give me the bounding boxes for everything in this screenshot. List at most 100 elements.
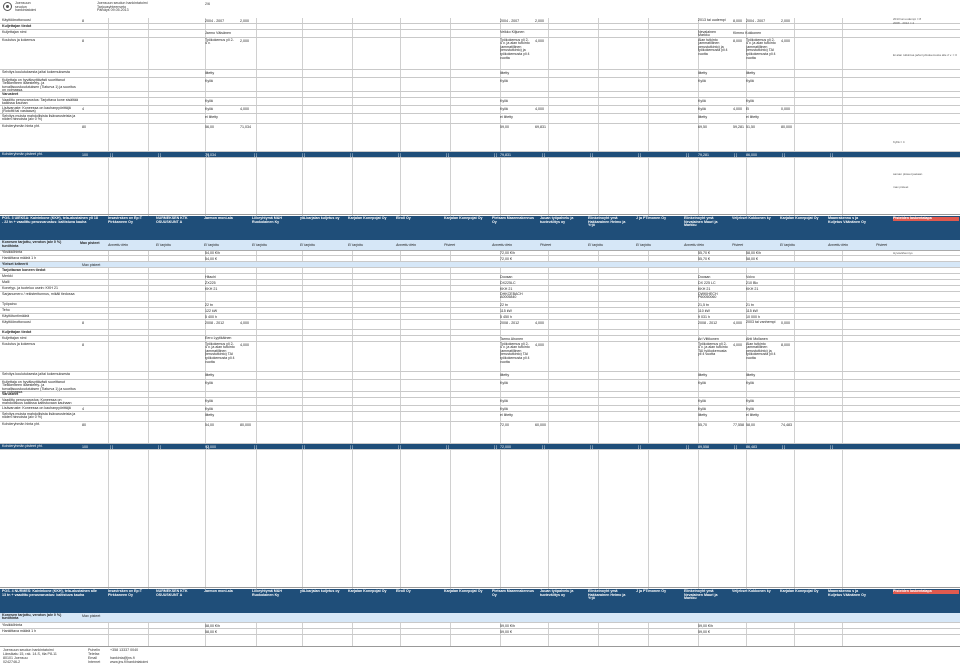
row-label: Tarjottavan koneen tiedot xyxy=(2,267,46,272)
supplier-name: Maanrakennu s ja Kuljetus Väänänen Oy xyxy=(828,589,866,597)
supplier-name: Liikeyhtymä M&H Ruokolainen Ky xyxy=(252,216,282,224)
cell-value: 0,000 xyxy=(781,106,790,111)
cell-value: Ahti Mollanen xyxy=(746,336,768,341)
supplier-name: NURMEKSEN KTK OSUUSKUNT A xyxy=(156,216,188,224)
cell-value: Alan tutkinto (ammatillinen perustutkint… xyxy=(746,341,776,360)
cell-value: Kyllä xyxy=(698,78,706,83)
column-divider xyxy=(352,18,353,646)
column-divider xyxy=(746,18,747,646)
row-label: Teho xyxy=(2,307,10,312)
rank-bracket: [ ] xyxy=(734,152,737,157)
cell-value: liitetty xyxy=(205,412,215,417)
table-row: Lisävaruste: Koneessa on kauhanpyörittäj… xyxy=(0,106,960,114)
rank-bracket: [ ] xyxy=(734,444,737,449)
row-label: Yleiset kriteerit xyxy=(2,261,28,266)
table-row: Selvitys muista mahdollisista lisävarust… xyxy=(0,412,960,422)
table-row: Vaadittu perusvarustus: Tarjottava kone … xyxy=(0,98,960,106)
table-row: Tarjottavan koneen tiedot xyxy=(0,268,960,274)
price-status: Ei tarjottu xyxy=(156,243,172,247)
cell-value: 58,00 € xyxy=(746,256,758,261)
row-label: Kohderyhmän hinta yht. xyxy=(2,123,40,128)
row-label: Merkki xyxy=(2,273,13,278)
column-divider xyxy=(698,18,699,646)
supplier-name: Veljekset Kokkonen ky xyxy=(732,216,771,220)
cell-value: 72,000 xyxy=(500,444,511,449)
org-line: seudun xyxy=(15,4,27,9)
supplier-name: ylä-karjalan kuljetus oy xyxy=(300,216,340,220)
price-status: Ei tarjottu xyxy=(636,243,652,247)
supplier-name: Karjalan Konepojat Oy xyxy=(444,216,483,220)
cell-value: ei liitetty xyxy=(205,114,218,119)
cell-value: Kyllä xyxy=(698,398,706,403)
cell-value: DHKCEBACH A0005840 xyxy=(500,291,523,300)
table-row: Kuljettajan tiedot xyxy=(0,24,960,30)
table-row: Vaadittu perusvarustus: Koneessa on mahd… xyxy=(0,398,960,406)
footer-email[interactable]: hankinta@jns.fi xyxy=(110,656,135,660)
row-label: Yksikköhinta xyxy=(2,249,23,254)
cell-value: Kyllä xyxy=(698,106,706,111)
footer-org: Joensuun seudun hankintatoimi xyxy=(3,648,54,652)
cell-value: 210 Blc xyxy=(746,280,758,285)
cell-value: 92,000 xyxy=(205,444,216,449)
cell-value: 4,000 xyxy=(240,342,249,347)
organization-logo-icon xyxy=(3,2,12,11)
cell-value: Kyllä xyxy=(205,398,213,403)
supplier-name: Insavirsken ov Ep:T Pirkkaneen Oy xyxy=(108,589,142,597)
column-divider xyxy=(205,18,206,646)
cell-value: Työkokemus yli 2-4 v. ja alan tutkinto (… xyxy=(500,341,530,364)
rank-bracket: [ ] xyxy=(446,444,449,449)
cell-value: 2013 tai uudempi xyxy=(698,17,726,22)
row-label: Koulutus ja kokemus xyxy=(2,37,36,42)
column-divider xyxy=(108,18,109,646)
cell-value: liitetty xyxy=(205,70,215,75)
cell-value: 51,50 xyxy=(746,124,755,129)
table-row: Varusteet xyxy=(0,92,960,98)
document-footer: Joensuun seudun hankintatoimi Länsikatu … xyxy=(0,646,960,668)
max-points: 80 xyxy=(82,422,86,427)
price-status: Ei tarjottu xyxy=(204,243,220,247)
column-divider xyxy=(500,18,501,646)
row-label: Hankittava määrä 1 h xyxy=(2,628,37,633)
price-status: Annettu tieto xyxy=(828,243,849,247)
price-status: Annettu tieto xyxy=(396,243,417,247)
column-divider xyxy=(794,18,795,646)
rank-bracket: [ ] xyxy=(254,152,257,157)
cell-value: Kyllä xyxy=(205,380,213,385)
cell-value: 5 450 h xyxy=(500,314,512,319)
cell-value: 74,483 xyxy=(781,422,792,427)
table-row: Kuljettaja on hyväksyttävästi suorittanu… xyxy=(0,380,960,394)
group2-price-row: Konesen tarjottu, veroton (alv 0 %) tunt… xyxy=(0,240,960,251)
cell-value: 10 000 h xyxy=(746,314,760,319)
rank-bracket: [ ] xyxy=(254,444,257,449)
cell-value: 2008 - 2012 xyxy=(205,320,225,325)
cell-value: Kyllä xyxy=(500,398,508,403)
row-label: Vaadittu perusvarustus: Koneessa on mahd… xyxy=(2,397,72,406)
cell-value: 59,00 €/h xyxy=(500,623,515,628)
cell-value: liitetty xyxy=(500,372,510,377)
row-label: Kuljettaja on hyväksyttävästi suorittanu… xyxy=(2,77,76,93)
row-label: Varusteet xyxy=(2,91,19,96)
table-row: Selvitys koulutuksesta ja/tai kokemukses… xyxy=(0,70,960,78)
doc-date: Päiväys 09.05.2013 xyxy=(97,8,129,13)
supplier-name: Liikeyhtymä M&H Ruokolainen Ky xyxy=(252,589,282,597)
rank-bracket: [ ] xyxy=(302,152,305,157)
rank-bracket: [ ] xyxy=(350,444,353,449)
row-label: Käyttötuntimäärä xyxy=(2,313,30,318)
table-row: Teho 122 kW 115 kW 110 kW 115 kW xyxy=(0,308,960,314)
group-total-row: Kohderyhmän pisteet yht. 100 79,034 79,831 7… xyxy=(0,152,960,158)
rank-bracket: [ ] xyxy=(542,152,545,157)
cell-value: 54,00 xyxy=(205,422,214,427)
group3-separator xyxy=(0,587,960,588)
cell-value: 71,034 xyxy=(240,124,251,129)
cell-value: 115 kW xyxy=(500,308,512,313)
cell-value: 4,000 xyxy=(535,342,544,347)
column-divider xyxy=(302,18,303,646)
scoring-note: Kyllä = 4 xyxy=(893,140,905,144)
column-divider xyxy=(648,18,649,646)
row-label: Selvitys muista mahdollisista lisävarust… xyxy=(2,411,76,420)
cell-value: 58,00 € xyxy=(205,629,217,634)
table-row: Kuljettajan nimi Eero Lyytikäinen Tarmo Ah… xyxy=(0,336,960,342)
footer-website[interactable]: www.jns.fi/hankintatoimi xyxy=(110,660,149,664)
table-row: Yleiset kriteerit Max pisteet xyxy=(0,262,960,268)
cell-value: DX225LC xyxy=(500,280,516,285)
